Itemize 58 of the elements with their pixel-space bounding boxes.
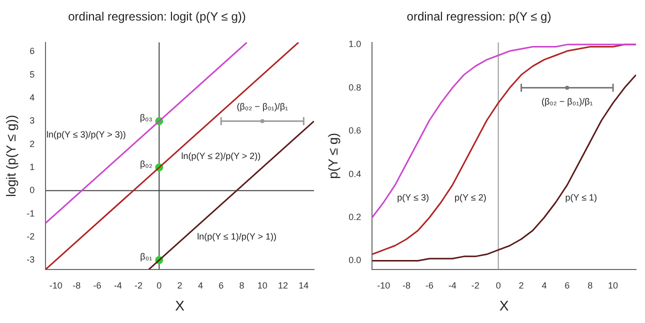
- y-tick-label: 1: [30, 162, 35, 172]
- y-tick-label: 3: [30, 116, 35, 126]
- chart-title: ordinal regression: logit (p(Y ≤ g)): [68, 10, 246, 24]
- x-tick-label: 6: [564, 280, 570, 290]
- x-tick-label: -2: [471, 280, 480, 290]
- x-tick-label: -8: [72, 280, 81, 290]
- y-tick-label: 0.6: [348, 126, 362, 136]
- y-tick-label: -1: [26, 208, 35, 218]
- y-tick-label: 0: [30, 185, 35, 196]
- x-tick-label: -6: [425, 280, 434, 290]
- y-axis-title: p(Y ≤ g): [325, 132, 340, 179]
- x-tick-label: 2: [518, 280, 524, 290]
- x-tick-label: -2: [134, 280, 143, 290]
- y-tick-label: 2: [30, 138, 35, 149]
- x-tick-label: -8: [402, 280, 411, 290]
- x-tick-label: 6: [218, 280, 224, 290]
- x-tick-label: -4: [114, 280, 122, 290]
- annotation: p(Y ≤ 3): [397, 192, 429, 203]
- annotation: β₀₃: [140, 112, 153, 123]
- x-axis-title: X: [175, 297, 186, 314]
- y-tick-label: -2: [26, 231, 35, 242]
- y-tick-label: 5: [30, 69, 35, 80]
- annotation: p(Y ≤ 2): [454, 192, 486, 203]
- x-tick-label: 0: [156, 280, 162, 290]
- y-axis-title: logit (p(Y ≤ g)): [3, 114, 18, 197]
- y-tick-label: 1.0: [348, 39, 362, 50]
- x-tick-label: -6: [93, 280, 102, 290]
- x-tick-label: 4: [198, 280, 203, 290]
- y-tick-label: 0.0: [348, 255, 362, 266]
- x-tick-label: 0: [496, 280, 501, 290]
- x-tick-label: 2: [177, 280, 182, 290]
- y-tick-label: 4: [30, 92, 35, 102]
- chart-title: ordinal regression: p(Y ≤ g): [406, 10, 552, 24]
- x-tick-label: -10: [377, 280, 390, 290]
- x-tick-label: -4: [448, 280, 456, 290]
- x-axis-title: X: [499, 297, 510, 314]
- annotation: ln(p(Y ≤ 3)/p(Y > 3)): [46, 129, 126, 140]
- x-tick-label: 10: [608, 280, 618, 290]
- annotation: p(Y ≤ 1): [565, 192, 598, 203]
- annotation: ln(p(Y ≤ 2)/p(Y > 2)): [181, 150, 261, 161]
- x-tick-label: 12: [278, 280, 288, 290]
- annotation: β₀₁: [140, 252, 152, 262]
- y-tick-label: 0.8: [348, 82, 362, 92]
- x-tick-label: 10: [257, 280, 268, 290]
- y-tick-label: 6: [30, 46, 35, 56]
- point: [260, 119, 264, 124]
- x-tick-label: 14: [298, 280, 309, 290]
- y-tick-label: 0.4: [348, 168, 362, 179]
- annotation: (β₀₂ − β₀₁)/β₁: [541, 96, 593, 106]
- x-tick-label: 4: [542, 280, 547, 290]
- x-tick-label: -10: [49, 280, 62, 290]
- annotation: β₀₂: [140, 158, 153, 169]
- x-tick-label: 8: [588, 280, 593, 290]
- annotation: ln(p(Y ≤ 1)/p(Y > 1)): [197, 231, 276, 242]
- y-tick-label: -3: [26, 254, 35, 265]
- annotation: (β₀₂ − β₀₁)/β₁: [236, 102, 288, 112]
- y-tick-label: 0.2: [348, 212, 362, 222]
- x-tick-label: 8: [239, 280, 244, 290]
